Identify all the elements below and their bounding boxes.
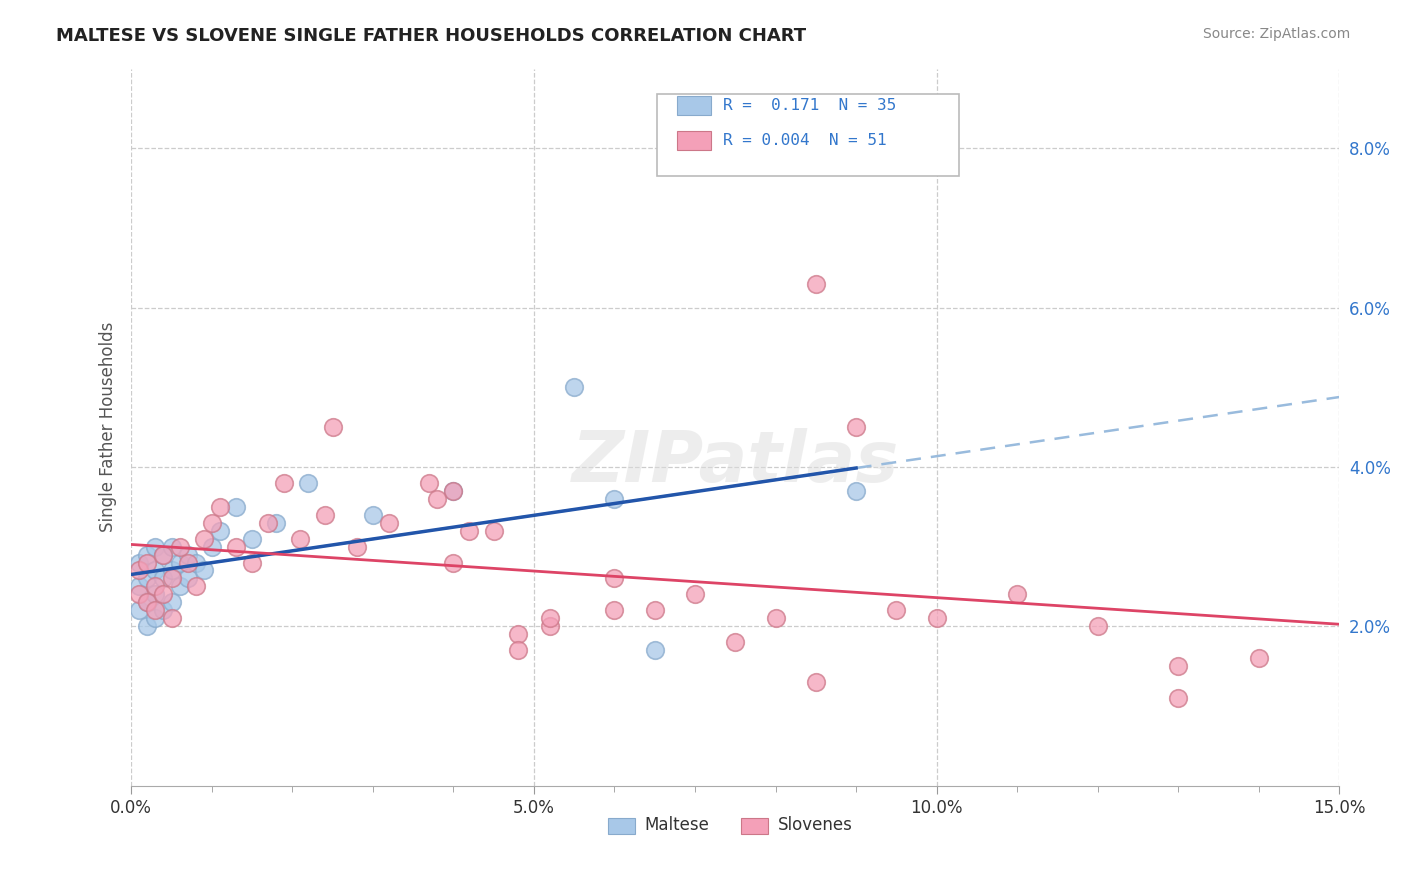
Point (314, 508, 336, 522)
Point (724, 635, 747, 649)
Point (925, 611, 948, 625)
Point (603, 491, 626, 506)
Point (683, 587, 706, 601)
Point (538, 619, 561, 633)
Point (145, 564, 167, 578)
Point (644, 643, 666, 657)
Point (128, 556, 150, 570)
Point (169, 540, 191, 554)
Point (145, 611, 167, 625)
Point (1167, 690, 1189, 705)
Point (136, 619, 159, 633)
Point (160, 595, 183, 609)
Point (152, 571, 174, 585)
Point (240, 556, 263, 570)
Point (603, 571, 626, 585)
Point (506, 643, 529, 657)
Text: MALTESE VS SLOVENE SINGLE FATHER HOUSEHOLDS CORRELATION CHART: MALTESE VS SLOVENE SINGLE FATHER HOUSEHO… (56, 27, 807, 45)
Bar (609, 818, 636, 834)
Point (176, 556, 198, 570)
Point (264, 516, 287, 530)
Point (128, 587, 150, 601)
Point (193, 532, 215, 546)
Point (1167, 659, 1189, 673)
FancyBboxPatch shape (657, 94, 959, 176)
Point (145, 540, 167, 554)
Point (458, 524, 481, 538)
Point (136, 595, 159, 609)
Point (886, 603, 908, 617)
Point (418, 475, 440, 490)
Point (538, 611, 561, 625)
Point (176, 548, 198, 562)
Point (145, 603, 167, 617)
Point (845, 420, 868, 434)
Text: ZIPatlas: ZIPatlas (572, 428, 898, 498)
Point (160, 571, 183, 585)
Point (426, 491, 449, 506)
Point (603, 603, 626, 617)
Point (290, 532, 312, 546)
Text: R =  0.171  N = 35: R = 0.171 N = 35 (723, 98, 897, 113)
Y-axis label: Single Father Households: Single Father Households (100, 322, 117, 533)
Point (201, 540, 224, 554)
Point (804, 277, 827, 291)
Point (845, 483, 868, 498)
Point (441, 483, 464, 498)
Point (193, 564, 215, 578)
Point (169, 556, 191, 570)
Point (322, 420, 344, 434)
Point (136, 571, 159, 585)
Point (562, 380, 585, 394)
Point (160, 611, 183, 625)
Point (240, 532, 263, 546)
Point (506, 627, 529, 641)
Point (1087, 619, 1109, 633)
Bar (741, 818, 768, 834)
Point (152, 548, 174, 562)
Bar (678, 96, 711, 115)
Point (441, 483, 464, 498)
Text: Source: ZipAtlas.com: Source: ZipAtlas.com (1202, 27, 1350, 41)
Point (346, 540, 368, 554)
Point (128, 603, 150, 617)
Point (378, 516, 401, 530)
Point (225, 540, 247, 554)
Point (128, 564, 150, 578)
Point (361, 508, 384, 522)
Point (804, 675, 827, 690)
Point (145, 579, 167, 593)
Point (169, 579, 191, 593)
Point (160, 540, 183, 554)
Point (273, 475, 295, 490)
Text: R = 0.004  N = 51: R = 0.004 N = 51 (723, 133, 887, 148)
Point (1247, 651, 1270, 665)
Point (136, 548, 159, 562)
Point (297, 475, 319, 490)
Point (225, 500, 247, 514)
Point (145, 587, 167, 601)
Point (644, 603, 666, 617)
Point (152, 548, 174, 562)
Text: Maltese: Maltese (645, 816, 710, 834)
Point (441, 556, 464, 570)
Point (136, 595, 159, 609)
Text: Slovenes: Slovenes (778, 816, 852, 834)
Point (152, 587, 174, 601)
Point (208, 500, 231, 514)
Point (208, 524, 231, 538)
Point (482, 524, 505, 538)
Point (201, 516, 224, 530)
Point (257, 516, 280, 530)
Point (184, 556, 207, 570)
Point (184, 579, 207, 593)
Point (128, 579, 150, 593)
Point (152, 603, 174, 617)
Bar (678, 131, 711, 150)
Point (765, 611, 787, 625)
Point (1005, 587, 1028, 601)
Point (176, 571, 198, 585)
Point (136, 556, 159, 570)
Point (160, 564, 183, 578)
